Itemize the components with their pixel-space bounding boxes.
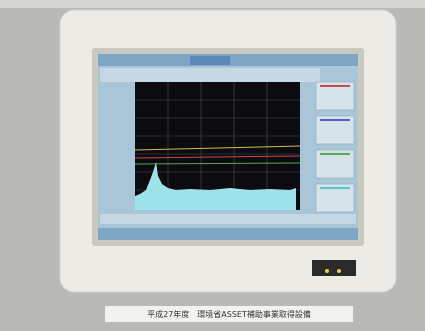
status-bar: [98, 228, 358, 240]
caption: 平成27年度 環境省ASSET補助事業取得設備: [147, 309, 311, 319]
wall-top: [0, 0, 425, 8]
active-tab: [190, 56, 230, 65]
indicator-panel: [312, 260, 356, 276]
header-panel: [100, 68, 320, 82]
led: [337, 269, 341, 273]
page: {"caption": "平成27年度 環境省ASSET補助事業取得設備"} 平…: [0, 0, 425, 331]
led: [325, 269, 329, 273]
control-row: [100, 214, 356, 224]
photo: 平成27年度 環境省ASSET補助事業取得設備: [0, 0, 425, 331]
